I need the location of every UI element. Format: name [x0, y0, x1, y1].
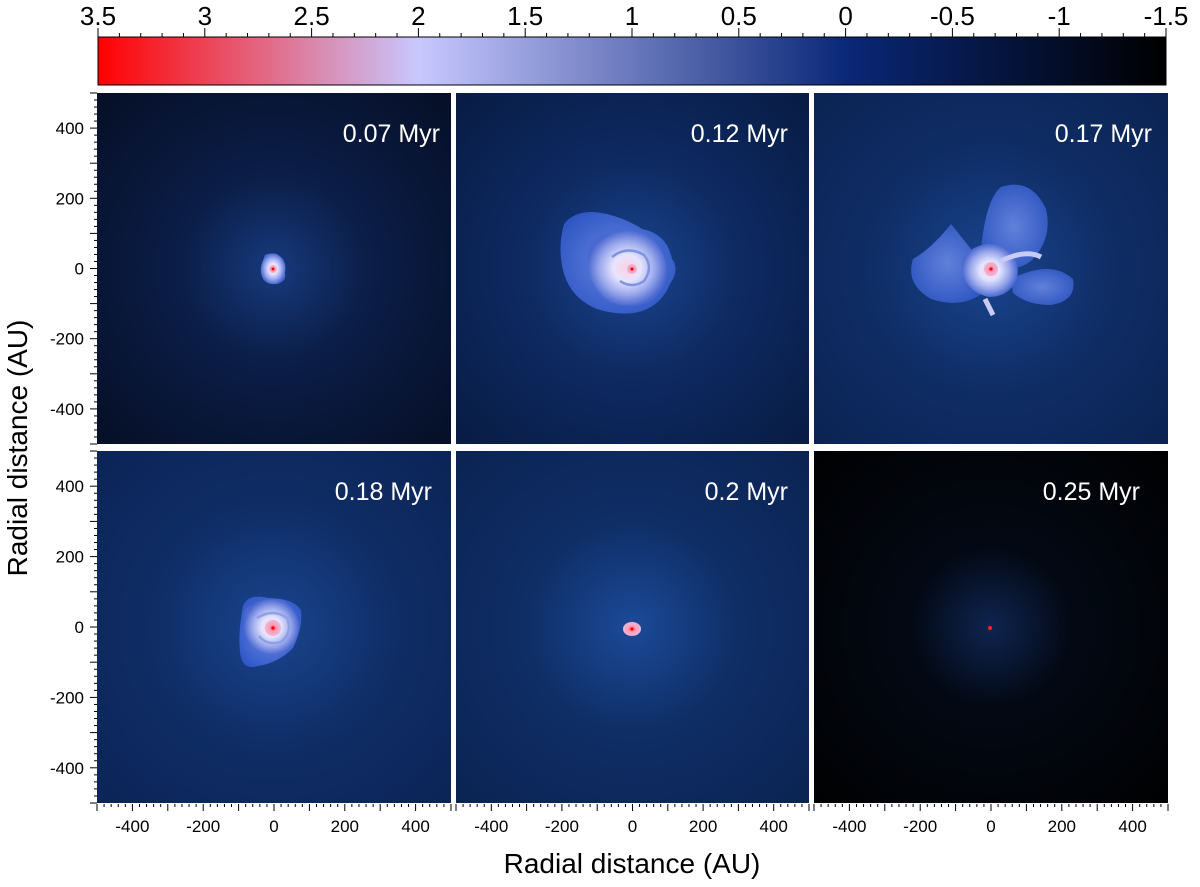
colorbar-tick-label: 3.5: [80, 1, 116, 31]
panel-time-label: 0.25 Myr: [1043, 478, 1140, 506]
x-tick-label: 200: [331, 817, 359, 836]
x-tick-label: 400: [1118, 817, 1146, 836]
x-tick-label: 200: [689, 817, 717, 836]
colorbar-tick-label: 1.5: [507, 1, 543, 31]
panel-1: 0.07 Myr: [97, 93, 451, 444]
x-tick-label: -200: [186, 817, 220, 836]
x-axis-label: Radial distance (AU): [504, 848, 761, 879]
y-tick-label: 200: [56, 548, 84, 567]
x-tick-label: -200: [545, 817, 579, 836]
x-tick-label: -400: [474, 817, 508, 836]
x-tick-label: -200: [903, 817, 937, 836]
colorbar-tick-label: -0.5: [930, 1, 975, 31]
colorbar: [97, 36, 1167, 86]
colorbar-tick-label: -1: [1048, 1, 1071, 31]
x-tick-label: 0: [269, 817, 278, 836]
x-tick-label: 200: [1048, 817, 1076, 836]
panel-4: 0.18 Myr: [97, 451, 451, 803]
x-tick-label: 0: [986, 817, 995, 836]
colorbar-tick-label: 1: [625, 1, 639, 31]
y-tick-label: 200: [56, 189, 84, 208]
colorbar-tick-label: 3: [198, 1, 212, 31]
panel-2: 0.12 Myr: [456, 93, 809, 444]
y-tick-label: 400: [56, 119, 84, 138]
x-axis-ticks: -400 -200 0 200 400 -400 -200 0 200 400 -400 -200 0 2…: [96, 804, 1169, 836]
colorbar-tick-label: 0.5: [721, 1, 757, 31]
y-tick-label: -200: [50, 330, 84, 349]
panel-time-label: 0.18 Myr: [335, 478, 432, 506]
x-tick-label: 400: [401, 817, 429, 836]
colorbar-tick-label: 2: [411, 1, 425, 31]
panel-time-label: 0.17 Myr: [1055, 120, 1152, 148]
colorbar-ticks: [97, 28, 1167, 37]
y-tick-label: -200: [50, 688, 84, 707]
y-tick-label: 0: [75, 260, 84, 279]
x-tick-label: -400: [115, 817, 149, 836]
colorbar-tick-label: 2.5: [294, 1, 330, 31]
panel-3: 0.17 Myr: [814, 93, 1168, 444]
y-axis-ticks: 400 200 0 -200 -400 400 200 0 -200 -400: [50, 92, 97, 804]
y-tick-label: -400: [50, 400, 84, 419]
panel-5: 0.2 Myr: [456, 451, 809, 803]
panel-grid: 0.07 Myr 0.12 Myr: [97, 93, 1168, 803]
y-tick-label: 0: [75, 618, 84, 637]
colorbar-tick-label: -1.5: [1144, 1, 1189, 31]
y-axis-label: Radial distance (AU): [2, 320, 33, 577]
colorbar-tick-labels: 3.5 3 2.5 2 1.5 1 0.5 0 -0.5 -1 -1.5: [80, 1, 1188, 31]
y-tick-label: 400: [56, 477, 84, 496]
y-tick-label: -400: [50, 759, 84, 778]
x-tick-label: 0: [628, 817, 637, 836]
panel-time-label: 0.2 Myr: [705, 478, 788, 506]
panel-time-label: 0.12 Myr: [691, 120, 788, 148]
x-tick-label: 400: [760, 817, 788, 836]
x-tick-label: -400: [832, 817, 866, 836]
colorbar-tick-label: 0: [838, 1, 852, 31]
panel-time-label: 0.07 Myr: [343, 120, 440, 148]
panel-6: 0.25 Myr: [814, 451, 1168, 803]
